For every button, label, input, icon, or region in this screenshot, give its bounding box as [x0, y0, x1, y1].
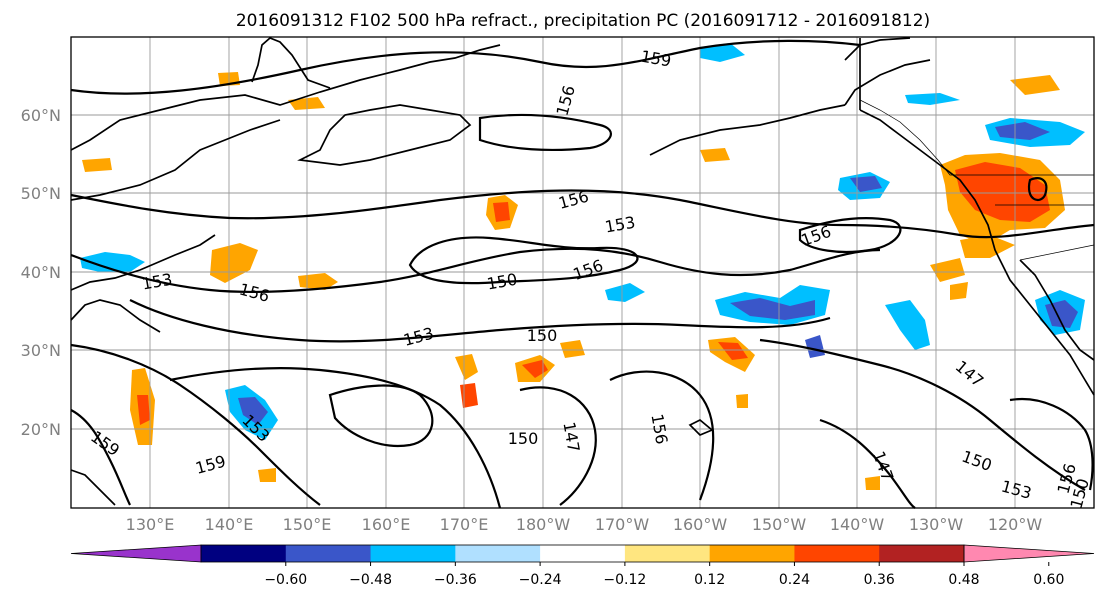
colorbar-ticks: −0.60 −0.48 −0.36 −0.24 −0.12 0.12 0.24 0.36 0.4… — [264, 562, 1064, 588]
contour-label: 150 — [508, 429, 539, 448]
lon-label: 140°E — [205, 515, 254, 534]
colorbar-segments — [70, 544, 1095, 563]
precip-anomaly-strong-positive — [137, 395, 150, 425]
precip-anomaly-strong-positive — [460, 383, 478, 408]
precip-anomaly-positive — [455, 354, 478, 380]
colorbar-tick-label: −0.12 — [603, 572, 646, 588]
lat-label: 60°N — [21, 106, 61, 125]
colorbar-extend-high — [963, 544, 1095, 563]
precip-anomaly-positive — [865, 476, 880, 490]
precip-anomaly-negative — [885, 300, 930, 350]
colorbar-tick-label: 0.36 — [864, 572, 895, 588]
coastlines — [70, 37, 1095, 506]
precip-anomaly-negative — [700, 43, 745, 62]
precip-anomaly-positive — [298, 273, 338, 290]
colorbar-tick-label: −0.48 — [349, 572, 392, 588]
precip-anomaly-positive — [930, 258, 965, 282]
map-panel: 159 156 156 153 156 150 156 153 150 153 … — [70, 36, 1095, 511]
precip-anomaly-positive — [700, 148, 730, 162]
lat-label: 20°N — [21, 420, 61, 439]
colorbar-tick-label: 0.48 — [948, 572, 979, 588]
colorbar-segment — [709, 545, 795, 562]
colorbar: −0.60 −0.48 −0.36 −0.24 −0.12 0.12 0.24 0.36 0.4… — [70, 544, 1095, 588]
precip-anomaly-positive — [560, 340, 585, 358]
lon-label: 180°W — [516, 515, 571, 534]
lon-label: 130°E — [126, 515, 175, 534]
lat-label: 50°N — [21, 184, 61, 203]
lon-label: 130°W — [909, 515, 964, 534]
precip-anomaly-strong-negative — [995, 122, 1050, 140]
lon-label: 160°E — [362, 515, 411, 534]
lon-label: 150°E — [283, 515, 332, 534]
precip-anomaly-positive — [82, 158, 112, 172]
precip-anomaly-negative — [905, 93, 960, 105]
lat-label: 30°N — [21, 341, 61, 360]
colorbar-segment — [879, 545, 965, 562]
precip-anomaly-positive — [960, 235, 1015, 258]
precip-anomaly-negative — [605, 283, 645, 302]
precip-anomaly-strong-positive — [522, 360, 548, 378]
precip-anomaly-positive — [950, 282, 968, 300]
colorbar-segment — [794, 545, 880, 562]
lon-label: 120°W — [988, 515, 1043, 534]
lon-label: 150°W — [752, 515, 807, 534]
precip-anomaly-strong-negative — [850, 176, 882, 192]
lat-label: 40°N — [21, 263, 61, 282]
precip-anomaly-strong-negative — [238, 397, 268, 425]
colorbar-segment — [455, 545, 541, 562]
colorbar-segment — [285, 545, 372, 562]
precip-anomaly-strong-negative — [730, 298, 815, 320]
colorbar-tick-label: 0.24 — [779, 572, 810, 588]
lon-label: 160°W — [673, 515, 728, 534]
longitude-labels: 130°E 140°E 150°E 160°E 170°E 180°W 170°… — [126, 515, 1043, 534]
colorbar-segment — [370, 545, 456, 562]
precip-anomaly-strong-positive — [718, 342, 748, 360]
refractivity-contours — [70, 39, 1095, 509]
precip-anomaly-positive — [736, 394, 748, 408]
precip-anomaly-strong-negative — [805, 335, 825, 358]
colorbar-frame — [200, 544, 965, 563]
colorbar-tick-label: −0.36 — [434, 572, 477, 588]
precip-anomaly-negative — [80, 252, 145, 272]
lon-label: 170°E — [440, 515, 489, 534]
precip-anomaly-positive — [210, 243, 258, 283]
contour-label: 150 — [527, 326, 558, 345]
map-frame — [70, 36, 1095, 509]
precip-anomaly-positive — [258, 468, 276, 482]
colorbar-tick-label: −0.24 — [519, 572, 562, 588]
precip-anomaly-strong-positive — [493, 202, 510, 222]
colorbar-segment — [624, 545, 711, 562]
lon-label: 170°W — [595, 515, 650, 534]
latitude-labels: 60°N 50°N 40°N 30°N 20°N — [21, 106, 61, 439]
borders — [859, 38, 1095, 261]
colorbar-tick-label: 0.12 — [694, 572, 725, 588]
colorbar-tick-label: −0.60 — [264, 572, 307, 588]
precip-anomaly-positive — [1010, 75, 1060, 95]
colorbar-tick-label: 0.60 — [1033, 572, 1064, 588]
colorbar-extend-low — [70, 544, 202, 563]
lon-label: 140°W — [830, 515, 885, 534]
map-title: 2016091312 F102 500 hPa refract., precip… — [236, 11, 930, 31]
colorbar-segment — [201, 545, 287, 562]
graticule — [71, 37, 1094, 508]
colorbar-segment — [540, 545, 626, 562]
